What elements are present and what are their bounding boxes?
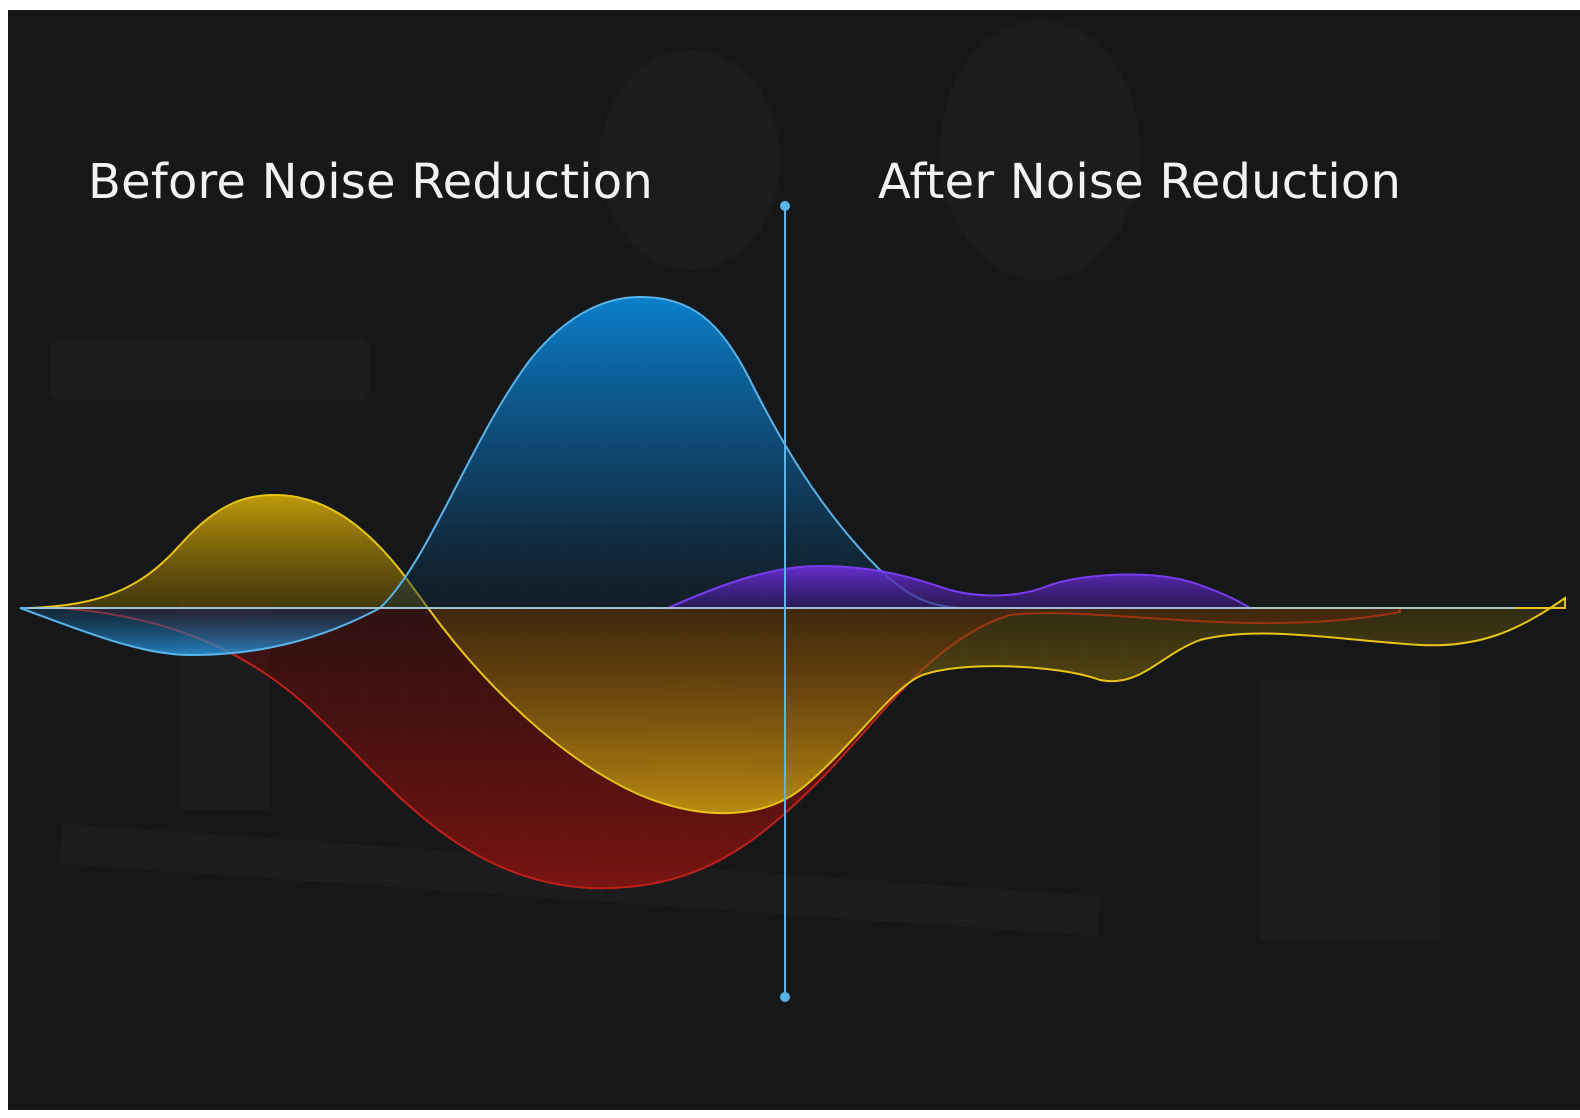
before-noise-reduction-label: Before Noise Reduction <box>88 154 653 210</box>
blue-noise-wave <box>377 295 961 609</box>
noise-waveform-illustration <box>8 10 1580 1110</box>
yellow-noise-wave <box>29 493 430 609</box>
divider-bottom-handle-icon <box>780 992 790 1002</box>
divider-top-handle-icon <box>780 201 790 211</box>
purple-residual-wave <box>667 564 1254 609</box>
after-noise-reduction-label: After Noise Reduction <box>878 154 1402 210</box>
comparison-panel: Before Noise Reduction After Noise Reduc… <box>8 10 1580 1110</box>
yellow-noise-wave-trough <box>426 596 1566 815</box>
blue-noise-wave-trough <box>19 607 381 657</box>
